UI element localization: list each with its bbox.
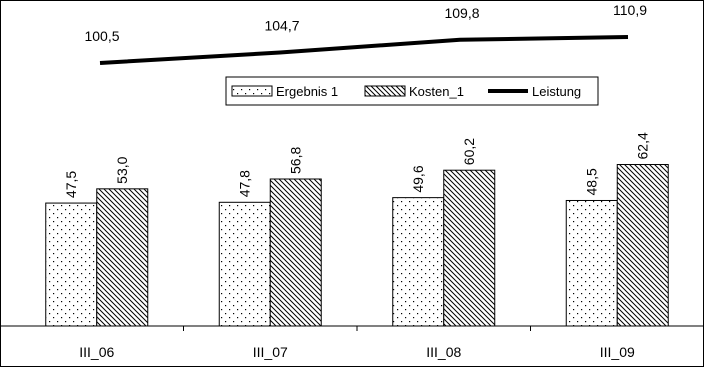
line-leistung: [99, 35, 629, 65]
bar-value-label: 62,4: [635, 132, 651, 159]
legend-swatch-kosten-1: [364, 85, 406, 97]
bar-value-label: 49,6: [410, 165, 426, 192]
legend-box: [225, 76, 599, 106]
bar-kosten-1-iii_07: [269, 178, 322, 327]
line-value-label: 110,9: [613, 2, 647, 18]
bar-kosten-1-iii_08: [443, 169, 496, 327]
bar-ergebnis-1-iii_09: [565, 199, 618, 327]
bar-value-label: 60,2: [461, 138, 477, 165]
x-tick-label: III_09: [600, 344, 635, 360]
legend: Ergebnis 1 Kosten_1 Leistung: [225, 76, 599, 106]
bar-kosten-1-iii_06: [96, 188, 149, 327]
x-tick-label: III_07: [253, 344, 288, 360]
bar-value-label: 47,8: [237, 170, 253, 197]
bar-ergebnis-1-iii_08: [392, 197, 445, 327]
x-tick-label: III_06: [79, 344, 114, 360]
legend-label-kosten-1: Kosten_1: [409, 84, 464, 99]
bar-value-label: 56,8: [288, 147, 304, 174]
line-value-label: 100,5: [84, 28, 119, 44]
legend-swatch-ergebnis-1: [231, 85, 273, 97]
x-tick-label: III_08: [426, 344, 461, 360]
bar-ergebnis-1-iii_07: [218, 201, 271, 327]
legend-label-leistung: Leistung: [532, 84, 581, 99]
bar-kosten-1-iii_09: [616, 164, 669, 327]
line-value-label: 109,8: [444, 5, 479, 21]
legend-label-ergebnis-1: Ergebnis 1: [276, 84, 338, 99]
bar-value-label: 47,5: [63, 171, 79, 198]
bar-value-label: 53,0: [114, 156, 130, 183]
bar-ergebnis-1-iii_06: [45, 202, 98, 327]
bar-value-label: 48,5: [584, 168, 600, 195]
line-value-label: 104,7: [264, 18, 299, 34]
